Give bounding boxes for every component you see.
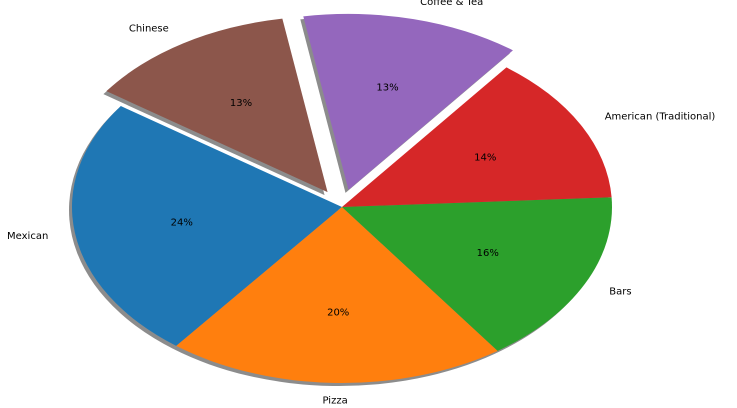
category-label-chinese: Chinese	[129, 24, 169, 35]
pct-label-pizza: 20%	[327, 308, 349, 319]
pct-label-mexican: 24%	[171, 218, 193, 229]
slice-pizza	[176, 207, 498, 384]
pct-label-chinese: 13%	[230, 98, 252, 109]
slice-mexican	[71, 106, 342, 346]
pct-label-coffee-tea: 13%	[376, 82, 398, 93]
category-label-mexican: Mexican	[7, 231, 48, 242]
slice-coffee-tea	[303, 13, 513, 190]
slice-labels: 24% Mexican 20% Pizza 16% Bars 14% American (Tr…	[7, 0, 715, 407]
slice-chinese	[106, 18, 328, 193]
pct-label-bars: 16%	[477, 248, 499, 259]
slice-bars	[342, 197, 613, 351]
pie-slices	[71, 13, 613, 384]
category-label-coffee-tea: Coffee & Tea	[420, 0, 483, 8]
category-label-american-traditional: American (Traditional)	[605, 112, 716, 123]
category-label-pizza: Pizza	[322, 396, 347, 407]
slice-american-traditional	[342, 67, 612, 207]
pct-label-american-traditional: 14%	[474, 153, 496, 164]
category-label-bars: Bars	[609, 286, 631, 297]
